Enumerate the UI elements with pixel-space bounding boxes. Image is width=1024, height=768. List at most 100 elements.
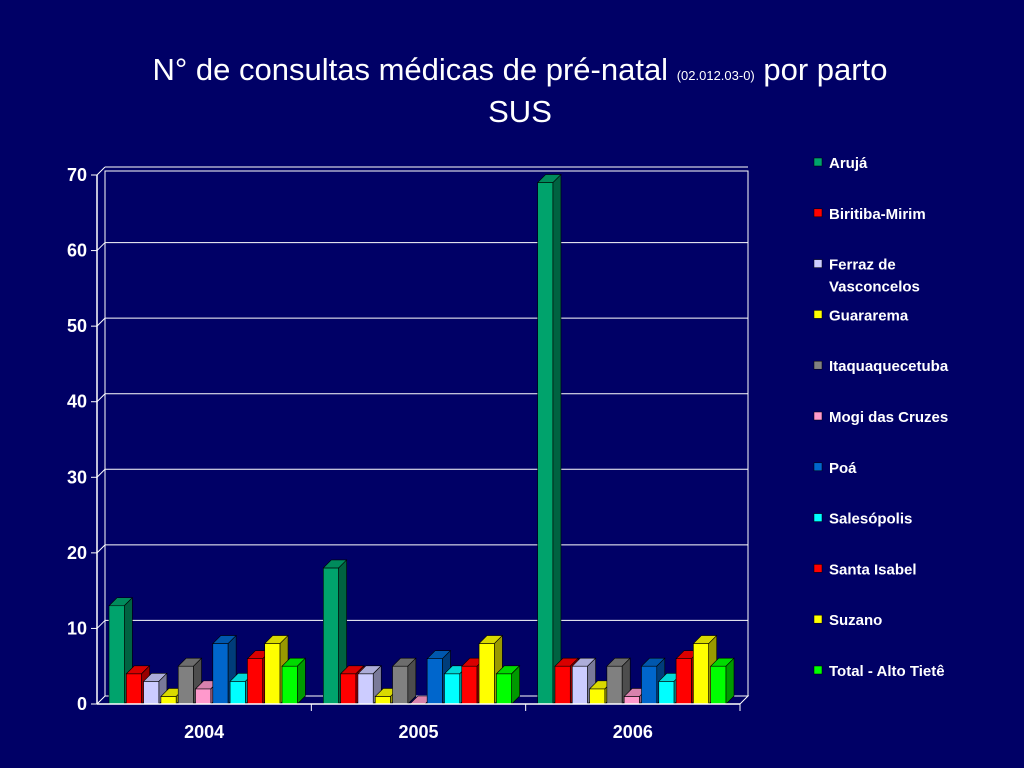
legend-item: Guararema bbox=[813, 307, 909, 324]
bar-front bbox=[281, 665, 298, 705]
bar-front bbox=[606, 665, 623, 705]
legend-label-line: Guararema bbox=[829, 307, 909, 324]
chart-title-suffix: por parto bbox=[763, 52, 888, 87]
bar-front bbox=[589, 688, 606, 705]
legend-swatch bbox=[813, 310, 823, 319]
y-tick-label: 30 bbox=[67, 467, 87, 487]
bar-front bbox=[126, 673, 142, 705]
chart-title-line1: N° de consultas médicas de pré-natal (02… bbox=[60, 52, 980, 94]
bar-front bbox=[247, 658, 264, 705]
legend-label: Salesópolis bbox=[829, 511, 912, 528]
chart-title-code: (02.012.03-0) bbox=[676, 68, 755, 83]
legend-item: Santa Isabel bbox=[813, 561, 917, 578]
bar-front bbox=[177, 665, 194, 705]
legend-label-line: Biritiba-Mirim bbox=[829, 206, 926, 223]
bar-front bbox=[108, 605, 125, 705]
y-tick-label: 50 bbox=[67, 316, 87, 336]
legend-item: Itaquaquecetuba bbox=[813, 358, 949, 375]
gridline-side bbox=[96, 166, 106, 176]
y-tick-label: 10 bbox=[67, 618, 87, 638]
bar-front bbox=[496, 673, 512, 705]
y-tick-label: 60 bbox=[67, 241, 87, 261]
legend-label-line: Mogi das Cruzes bbox=[829, 409, 948, 426]
legend-label: Itaquaquecetuba bbox=[829, 358, 949, 375]
bar-front bbox=[323, 567, 339, 705]
legend-swatch bbox=[813, 157, 823, 167]
bar-front bbox=[641, 665, 658, 705]
legend-swatch bbox=[813, 564, 823, 573]
bar-side bbox=[725, 657, 735, 705]
legend-label-line: Vasconcelos bbox=[829, 279, 920, 296]
legend-item: Biritiba-Mirim bbox=[813, 206, 926, 223]
bar-front bbox=[554, 665, 571, 705]
legend-label-line: Arujá bbox=[829, 155, 868, 172]
y-tick-label: 70 bbox=[67, 165, 87, 185]
gridline-side bbox=[96, 393, 106, 403]
y-tick-label: 40 bbox=[67, 392, 87, 412]
bar-front bbox=[478, 643, 495, 705]
legend-label-line: Salesópolis bbox=[829, 511, 912, 528]
legend-item: Arujá bbox=[813, 155, 868, 172]
bar-front bbox=[571, 665, 588, 705]
legend-label: Santa Isabel bbox=[829, 561, 917, 578]
bar-side bbox=[297, 657, 306, 705]
bar-side bbox=[407, 657, 417, 705]
legend-label: Total - Alto Tietê bbox=[829, 663, 945, 680]
bar bbox=[709, 657, 735, 705]
legend-swatch bbox=[813, 360, 823, 370]
bar-front bbox=[623, 696, 640, 705]
legend-label: Suzano bbox=[829, 612, 882, 629]
x-tick-label: 2004 bbox=[184, 722, 224, 742]
legend-item: Total - Alto Tietê bbox=[813, 663, 945, 680]
gridline-side bbox=[96, 544, 106, 554]
bar bbox=[281, 657, 307, 705]
bar-side bbox=[511, 665, 520, 705]
bar-front bbox=[461, 665, 478, 705]
legend-swatch bbox=[813, 208, 823, 218]
bar-front bbox=[340, 673, 357, 705]
chart-title: N° de consultas médicas de pré-natal (02… bbox=[60, 52, 980, 130]
legend-label: Poá bbox=[829, 460, 857, 477]
legend-item: Suzano bbox=[813, 612, 882, 629]
legend: Arujá Biritiba-Mirim Ferraz de Vasconcelos G… bbox=[813, 155, 949, 680]
legend-item: Mogi das Cruzes bbox=[813, 409, 948, 426]
legend-item: Salesópolis bbox=[813, 511, 912, 528]
axes: 0 10 20 30 40 50 60 70 2004 2005 2006 bbox=[67, 165, 741, 742]
legend-label: Guararema bbox=[829, 307, 909, 324]
bar-side bbox=[552, 173, 562, 705]
legend-label-line: Suzano bbox=[829, 612, 882, 629]
legend-label: Arujá bbox=[829, 155, 868, 172]
gridline-side bbox=[96, 620, 106, 629]
bar-front bbox=[143, 681, 160, 705]
bar-front bbox=[444, 673, 461, 705]
legend-label-line: Poá bbox=[829, 460, 857, 477]
legend-swatch bbox=[813, 665, 823, 675]
legend-label-line: Total - Alto Tietê bbox=[829, 663, 945, 680]
legend-item: Ferraz de Vasconcelos bbox=[813, 257, 920, 296]
legend-label: Mogi das Cruzes bbox=[829, 409, 948, 426]
bar-front bbox=[710, 665, 727, 705]
bar bbox=[495, 665, 521, 705]
legend-label: Biritiba-Mirim bbox=[829, 206, 926, 223]
legend-swatch bbox=[813, 411, 823, 421]
bar-front bbox=[426, 658, 443, 705]
legend-label-line: Itaquaquecetuba bbox=[829, 358, 949, 375]
legend-swatch bbox=[813, 614, 823, 624]
bar bbox=[391, 657, 417, 705]
legend-item: Poá bbox=[813, 460, 857, 477]
y-tick-label: 0 bbox=[77, 694, 87, 714]
legend-label-line: Ferraz de bbox=[829, 257, 896, 274]
gridline-side bbox=[96, 317, 106, 327]
legend-label-line: Santa Isabel bbox=[829, 561, 917, 578]
gridline-side bbox=[96, 468, 106, 478]
bar-front bbox=[392, 665, 409, 705]
plot-area bbox=[95, 166, 750, 705]
bar-front bbox=[658, 681, 675, 705]
x-tick-label: 2005 bbox=[398, 722, 438, 742]
y-tick-label: 20 bbox=[67, 543, 87, 563]
x-tick-label: 2006 bbox=[613, 722, 653, 742]
bar-front bbox=[693, 643, 709, 705]
gridline-side bbox=[96, 242, 106, 251]
bar-front bbox=[212, 643, 229, 705]
